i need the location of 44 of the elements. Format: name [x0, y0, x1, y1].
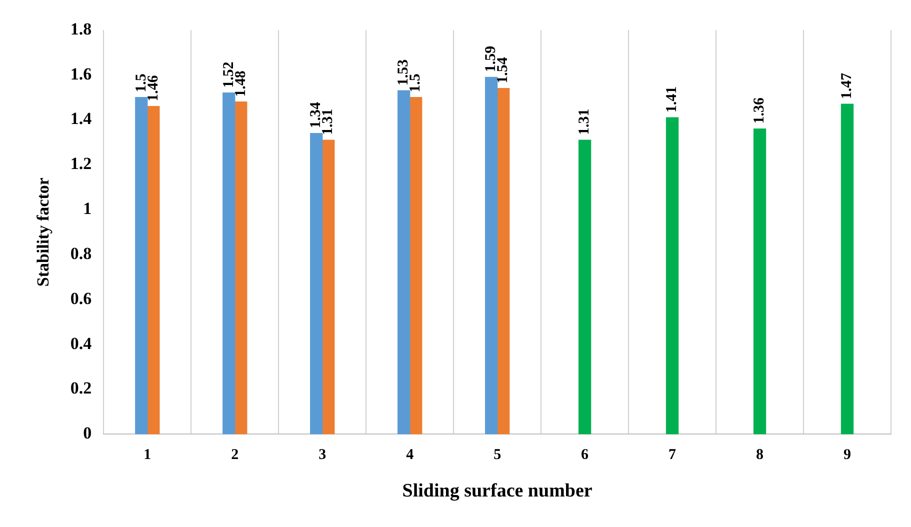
x-tick-label: 2	[231, 447, 239, 464]
bar	[496, 88, 510, 434]
data-label: 1.31	[576, 108, 593, 136]
bar	[398, 90, 410, 434]
y-tick-label: 0.4	[70, 334, 92, 353]
x-tick-label: 3	[318, 447, 326, 464]
data-label: 1.46	[145, 74, 162, 102]
y-tick-label: 0	[83, 424, 92, 443]
y-axis-title: Stability factor	[34, 177, 53, 287]
y-tick-label: 1	[83, 199, 92, 218]
x-tick-label: 5	[494, 447, 502, 464]
bar	[410, 97, 422, 434]
x-tick-label: 7	[668, 447, 677, 464]
y-tick-label: 0.2	[70, 378, 92, 398]
bar	[135, 97, 148, 434]
x-axis-title: Sliding surface number	[402, 480, 593, 502]
x-tick-label: 1	[144, 447, 152, 464]
data-label: 1.5	[408, 74, 424, 92]
bar	[147, 106, 160, 434]
data-label: 1.41	[664, 86, 680, 113]
y-tick-label: 0.8	[70, 244, 92, 263]
data-label: 1.31	[320, 108, 336, 136]
y-tick-label: 1.6	[70, 64, 92, 84]
bar	[234, 102, 248, 434]
bar	[840, 104, 854, 434]
x-tick-label: 6	[581, 447, 590, 464]
bar	[322, 140, 335, 434]
x-tick-label: 9	[844, 447, 852, 464]
bar	[578, 140, 592, 434]
x-tick-label: 8	[756, 447, 764, 464]
bar	[310, 132, 323, 434]
bar	[666, 117, 679, 434]
data-label: 1.36	[752, 97, 768, 124]
data-label: 1.47	[839, 72, 856, 100]
data-label: 1.48	[232, 70, 249, 97]
x-tick-label: 4	[406, 447, 414, 464]
data-label: 1.54	[495, 56, 512, 84]
bar	[753, 128, 766, 434]
y-tick-label: 1.2	[70, 154, 92, 174]
y-tick-label: 1.4	[70, 109, 92, 128]
bar	[222, 92, 236, 434]
y-tick-label: 0.6	[70, 288, 92, 308]
bar	[484, 76, 498, 434]
y-tick-label: 1.8	[70, 19, 92, 38]
